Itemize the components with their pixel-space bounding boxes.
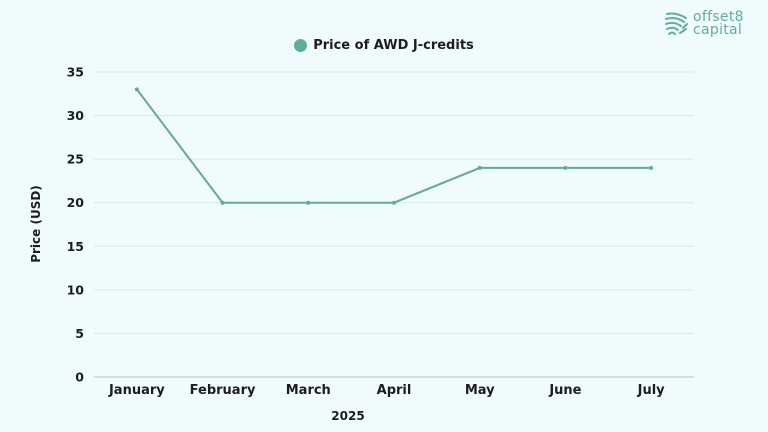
data-point	[134, 87, 139, 92]
x-tick-label: June	[548, 383, 581, 398]
data-points	[134, 87, 654, 205]
y-tick-label: 35	[67, 65, 84, 80]
x-tick-label: March	[286, 383, 331, 398]
y-tick-label: 5	[75, 326, 84, 341]
y-axis-ticks: 0 5 10 15 20 25 30 35	[67, 65, 85, 385]
series-line	[136, 88, 652, 204]
y-tick-label: 25	[67, 152, 84, 167]
x-tick-label: July	[637, 383, 666, 398]
logo-line-2: capital	[693, 22, 743, 38]
x-tick-label: May	[465, 383, 495, 398]
legend-label: Price of AWD J-credits	[313, 38, 474, 53]
y-tick-label: 20	[67, 195, 85, 210]
y-tick-label: 15	[67, 239, 84, 254]
brand-logo: offset8 capital	[664, 10, 744, 38]
x-axis-ticks: January February March April May June July	[108, 383, 665, 398]
y-tick-label: 10	[67, 282, 85, 297]
x-tick-label: January	[108, 383, 165, 398]
fingerprint-icon	[665, 12, 688, 35]
chart-legend: Price of AWD J-credits	[0, 38, 768, 53]
y-tick-label: 30	[67, 108, 85, 123]
y-axis-title: Price (USD)	[29, 185, 43, 263]
x-axis-title: 2025	[331, 409, 364, 423]
x-tick-label: February	[190, 383, 256, 398]
data-point	[306, 200, 311, 205]
y-tick-label: 0	[75, 370, 84, 385]
legend-swatch	[294, 39, 308, 52]
data-point	[392, 200, 396, 205]
data-point	[477, 165, 482, 170]
logo-line-1: offset8	[693, 9, 744, 25]
data-point	[649, 165, 654, 170]
data-point	[563, 165, 568, 170]
x-tick-label: April	[377, 383, 412, 398]
data-point	[220, 200, 225, 205]
gridlines	[94, 71, 694, 334]
